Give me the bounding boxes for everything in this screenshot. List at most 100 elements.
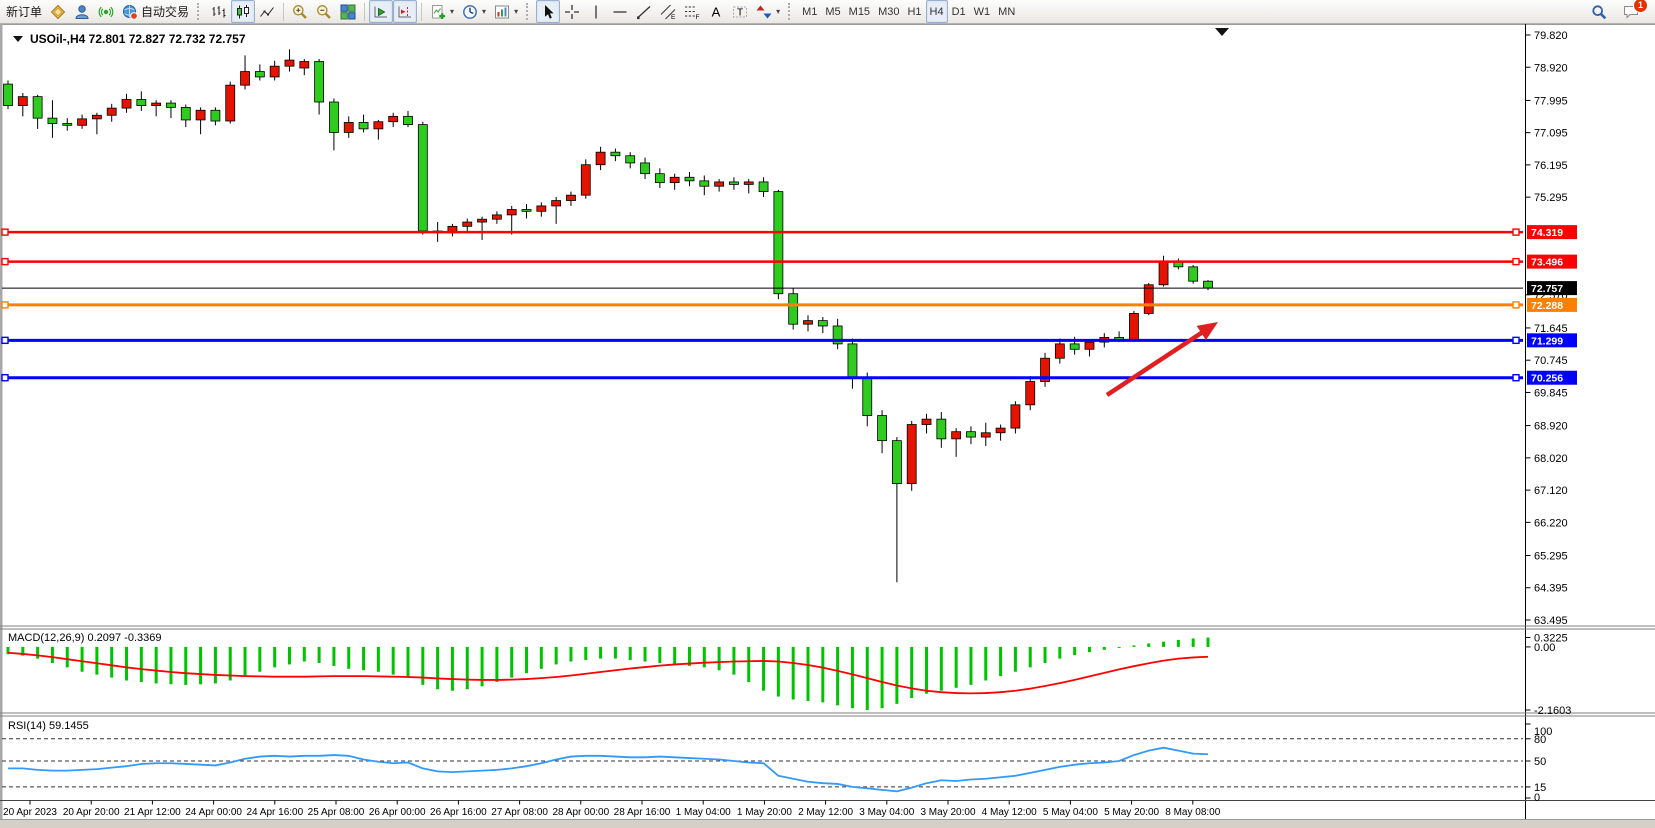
trendline-button[interactable] bbox=[632, 0, 656, 23]
macd-histogram-bar bbox=[880, 646, 884, 709]
macd-histogram-bar bbox=[999, 646, 1003, 677]
tf-m5[interactable]: M5 bbox=[821, 0, 844, 23]
time-tick-label: 28 Apr 16:00 bbox=[614, 807, 671, 818]
label-button[interactable]: T bbox=[728, 0, 752, 23]
candle-body bbox=[1203, 280, 1213, 289]
fibo-button[interactable]: F bbox=[680, 0, 704, 23]
channel-button[interactable]: E bbox=[656, 0, 680, 23]
macd-histogram-bar bbox=[228, 646, 232, 681]
line-handle[interactable] bbox=[1512, 257, 1520, 266]
chevron-down-icon[interactable]: ▾ bbox=[776, 7, 781, 16]
signals-button[interactable] bbox=[94, 0, 118, 23]
macd-histogram-bar bbox=[1058, 646, 1062, 659]
rsi-tick-label: 15 bbox=[1534, 782, 1546, 794]
candle-body bbox=[980, 432, 991, 438]
tf-h4[interactable]: H4 bbox=[925, 0, 948, 23]
tile-windows-button[interactable] bbox=[336, 0, 360, 23]
line-handle[interactable] bbox=[1, 257, 9, 266]
time-tick-label: 26 Apr 16:00 bbox=[430, 807, 487, 818]
tf-m30[interactable]: M30 bbox=[874, 0, 903, 23]
crosshair-icon bbox=[564, 4, 580, 20]
indicators-icon bbox=[430, 4, 446, 20]
vline-icon bbox=[588, 4, 604, 20]
status-strip bbox=[0, 819, 1655, 828]
candle-body bbox=[166, 102, 176, 108]
tf-m15[interactable]: M15 bbox=[845, 0, 874, 23]
chevron-down-icon[interactable]: ▾ bbox=[514, 7, 519, 16]
candle-body bbox=[521, 209, 532, 212]
candlestick-button[interactable] bbox=[231, 0, 256, 23]
trend-arrow-line[interactable] bbox=[1105, 325, 1211, 397]
text-icon: A bbox=[708, 4, 724, 20]
candle-body bbox=[1040, 357, 1050, 382]
line-handle[interactable] bbox=[1, 336, 9, 345]
toolbar-grip[interactable] bbox=[788, 3, 793, 20]
toolbar-grip[interactable] bbox=[197, 3, 202, 20]
vline-button[interactable] bbox=[584, 0, 608, 23]
line-handle[interactable] bbox=[1512, 336, 1520, 345]
line-handle[interactable] bbox=[1, 301, 9, 309]
candle-body bbox=[640, 162, 650, 175]
candle-body bbox=[32, 96, 43, 119]
community-button[interactable] bbox=[70, 0, 94, 23]
macd-histogram-bar bbox=[510, 646, 514, 678]
line-handle[interactable] bbox=[1512, 301, 1520, 309]
cursor-button[interactable] bbox=[536, 0, 561, 23]
candle-body bbox=[1084, 341, 1095, 350]
macd-histogram-bar bbox=[850, 646, 854, 709]
toolbar-grip[interactable] bbox=[526, 3, 531, 20]
candle-body bbox=[699, 180, 710, 187]
chart-shift-marker[interactable] bbox=[1215, 28, 1229, 36]
chart-shift-button[interactable] bbox=[393, 0, 418, 23]
candle-body bbox=[1143, 284, 1154, 314]
candle bbox=[521, 204, 532, 219]
macd-histogram-bar bbox=[910, 646, 914, 699]
zoom-in-button[interactable] bbox=[288, 0, 312, 23]
symbol-dropdown-icon[interactable] bbox=[13, 36, 23, 42]
text-button[interactable]: A bbox=[704, 0, 728, 23]
line-handle[interactable] bbox=[1, 374, 9, 382]
search-button[interactable] bbox=[1587, 0, 1611, 23]
tf-d1[interactable]: D1 bbox=[948, 0, 970, 23]
market-button[interactable] bbox=[46, 0, 70, 23]
line-chart-button[interactable] bbox=[255, 0, 279, 23]
indicators-button[interactable]: ▾ bbox=[426, 0, 458, 23]
chevron-down-icon[interactable]: ▾ bbox=[482, 7, 487, 16]
zoom-out-button[interactable] bbox=[312, 0, 336, 23]
line-handle[interactable] bbox=[1512, 228, 1520, 236]
macd-histogram-bar bbox=[6, 646, 10, 655]
candle bbox=[580, 159, 591, 199]
line-handle[interactable] bbox=[1512, 374, 1520, 382]
templates-button[interactable]: ▾ bbox=[490, 0, 522, 23]
line-handle[interactable] bbox=[1, 228, 9, 236]
tf-mn[interactable]: MN bbox=[994, 0, 1019, 23]
candle-body bbox=[936, 418, 947, 440]
auto-scroll-button[interactable] bbox=[369, 0, 394, 23]
macd-histogram-bar bbox=[613, 646, 617, 659]
tf-w1[interactable]: W1 bbox=[970, 0, 995, 23]
tf-h1[interactable]: H1 bbox=[903, 0, 925, 23]
periods-button[interactable]: ▾ bbox=[458, 0, 490, 23]
time-tick-label: 5 May 20:00 bbox=[1104, 807, 1159, 818]
arrows-button[interactable]: ▾ bbox=[752, 0, 784, 23]
candle-body bbox=[136, 99, 147, 106]
crosshair-button[interactable] bbox=[560, 0, 584, 23]
svg-text:T: T bbox=[737, 7, 743, 18]
chart-area[interactable] bbox=[0, 24, 1655, 828]
candle-body bbox=[180, 106, 191, 121]
time-tick-label: 28 Apr 00:00 bbox=[552, 807, 609, 818]
candle bbox=[566, 191, 576, 206]
autotrade-button[interactable]: 自动交易 bbox=[118, 0, 193, 23]
chevron-down-icon[interactable]: ▾ bbox=[450, 7, 455, 16]
notification-badge: 1 bbox=[1633, 0, 1648, 13]
new-order-button[interactable]: 新订单 bbox=[2, 0, 46, 23]
macd-histogram-bar bbox=[1176, 639, 1180, 647]
tf-m1[interactable]: M1 bbox=[798, 0, 821, 23]
trend-arrow-head[interactable] bbox=[1196, 322, 1218, 341]
bar-chart-button[interactable] bbox=[207, 0, 231, 23]
notifications-button[interactable]: 1 bbox=[1619, 0, 1648, 23]
macd-histogram-bar bbox=[110, 646, 114, 678]
price-tick-label: 66.220 bbox=[1534, 517, 1568, 529]
hline-button[interactable] bbox=[608, 0, 632, 23]
